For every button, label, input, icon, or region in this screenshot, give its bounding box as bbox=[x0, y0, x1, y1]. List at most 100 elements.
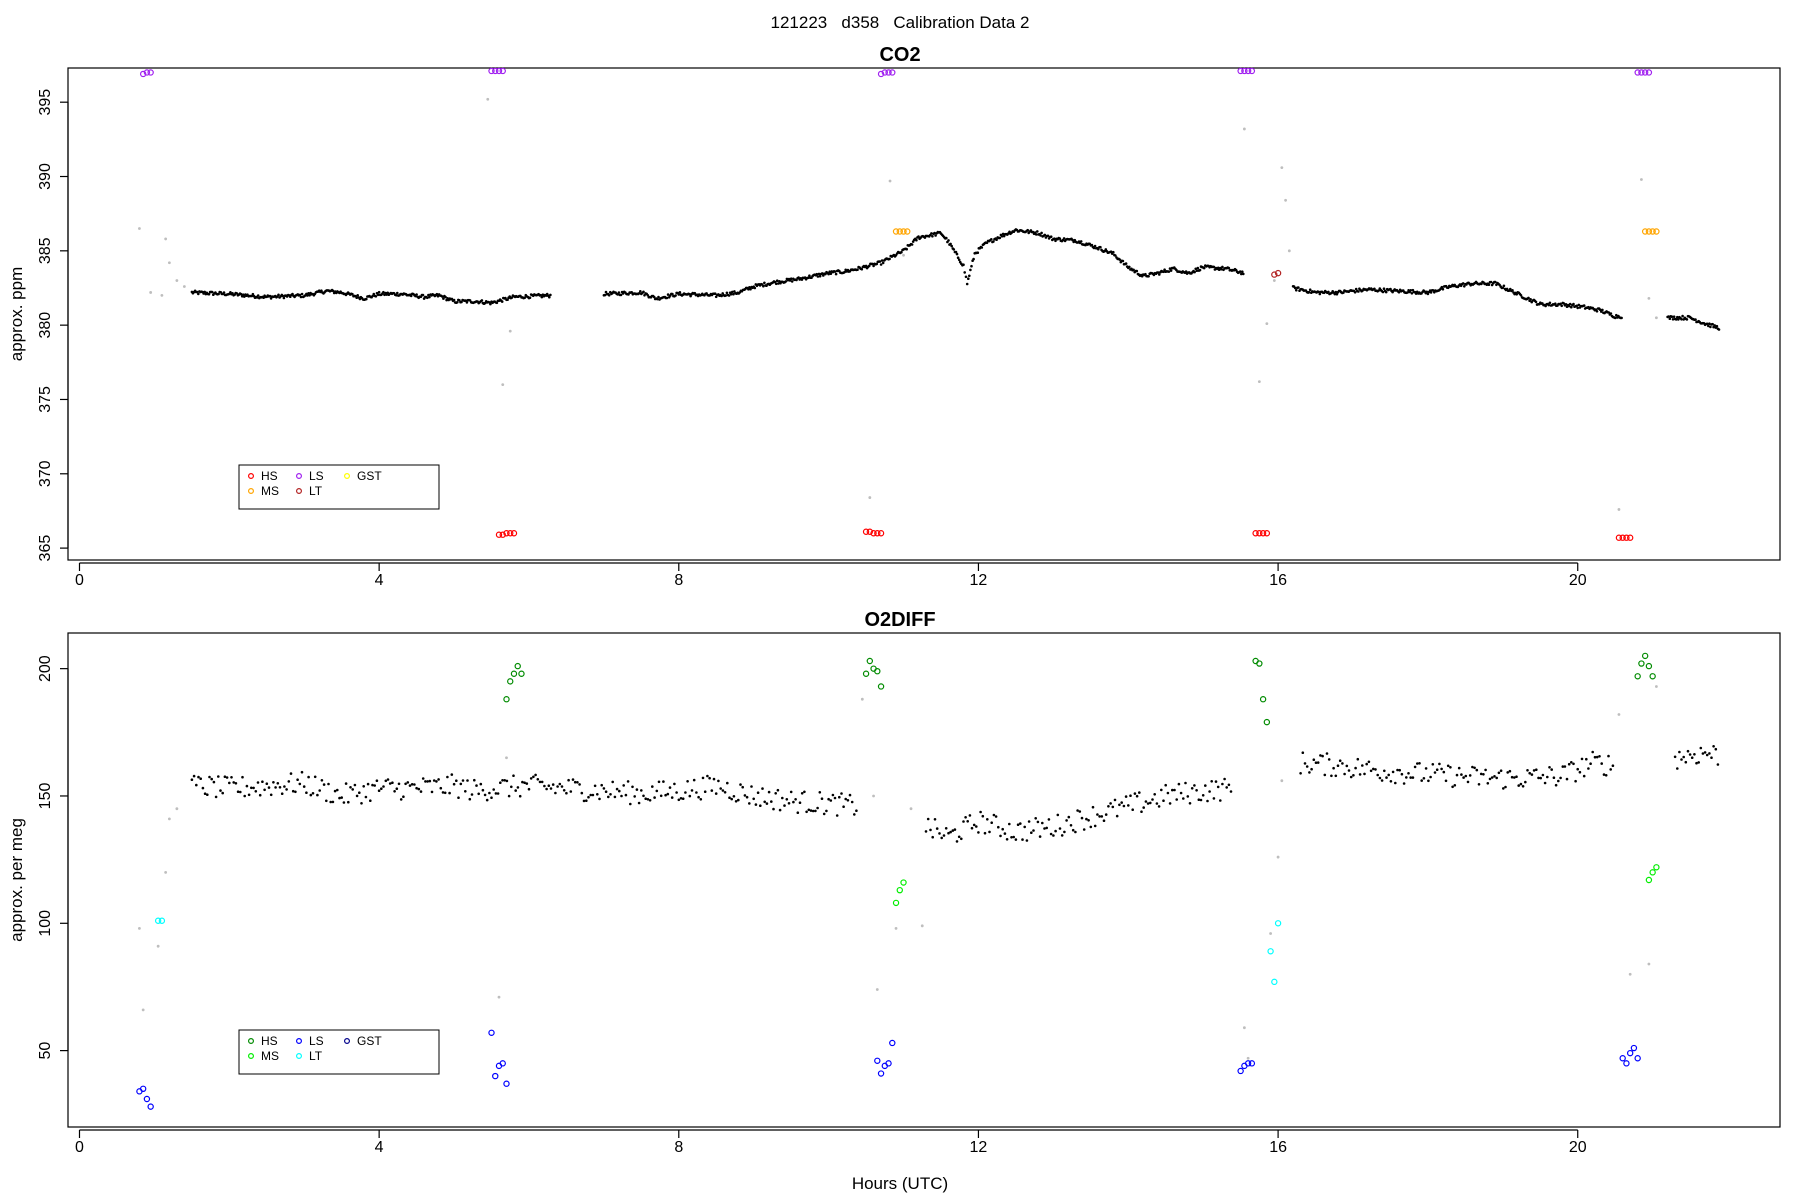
ambient-point bbox=[1062, 237, 1066, 240]
ambient-point bbox=[789, 277, 793, 281]
ambient-point bbox=[1369, 769, 1373, 773]
ambient-point bbox=[358, 791, 361, 794]
ambient-point bbox=[690, 789, 694, 792]
ambient-point bbox=[1565, 777, 1569, 781]
ambient-point bbox=[635, 788, 639, 791]
ambient-point bbox=[642, 794, 645, 798]
ambient-point bbox=[721, 789, 725, 792]
calibration-point-hs bbox=[503, 696, 510, 703]
ambient-point bbox=[968, 814, 972, 817]
flush-point bbox=[1272, 279, 1276, 282]
ambient-point bbox=[725, 291, 729, 295]
ambient-point bbox=[783, 804, 786, 807]
ambient-point bbox=[1517, 784, 1520, 787]
ambient-point bbox=[1140, 810, 1143, 813]
ambient-point bbox=[1054, 829, 1057, 833]
ambient-point bbox=[1497, 771, 1501, 775]
ambient-point bbox=[1508, 769, 1512, 773]
flush-point bbox=[501, 383, 505, 387]
ambient-point bbox=[990, 238, 993, 241]
ambient-point bbox=[1391, 770, 1395, 774]
ambient-point bbox=[615, 787, 619, 791]
ambient-point bbox=[1552, 776, 1556, 779]
ambient-point bbox=[1425, 290, 1429, 294]
ambient-point bbox=[503, 779, 507, 782]
ambient-point bbox=[981, 814, 985, 818]
ambient-point bbox=[1113, 798, 1117, 802]
calibration-point-hs bbox=[507, 678, 514, 685]
ambient-point bbox=[1589, 762, 1592, 765]
flush-point bbox=[164, 237, 168, 241]
flush-point bbox=[1276, 855, 1280, 859]
ambient-point bbox=[631, 785, 634, 789]
ambient-point bbox=[931, 835, 934, 839]
ambient-point bbox=[299, 295, 303, 299]
ambient-point bbox=[1678, 750, 1681, 754]
ambient-point bbox=[1575, 304, 1578, 308]
ambient-point bbox=[679, 797, 683, 800]
legend-marker bbox=[344, 473, 351, 480]
ambient-point bbox=[848, 793, 852, 797]
ambient-point bbox=[190, 778, 194, 781]
ambient-point bbox=[1444, 779, 1448, 783]
ambient-point bbox=[811, 809, 815, 813]
flush-point bbox=[1654, 316, 1658, 320]
flush-series bbox=[138, 685, 1658, 1060]
ambient-point bbox=[230, 776, 233, 779]
ambient-point bbox=[468, 797, 472, 801]
ambient-point bbox=[1462, 776, 1465, 779]
ambient-point bbox=[461, 779, 465, 782]
ambient-point bbox=[761, 787, 764, 790]
ambient-point bbox=[1530, 773, 1534, 776]
ambient-point bbox=[714, 295, 718, 299]
ambient-point bbox=[748, 802, 751, 805]
ambient-point bbox=[291, 789, 295, 793]
ambient-point bbox=[872, 264, 875, 268]
ambient-point bbox=[549, 293, 552, 297]
ambient-point bbox=[222, 291, 226, 294]
ambient-point bbox=[745, 795, 749, 799]
calibration-point-ls bbox=[1630, 1044, 1638, 1052]
flush-point bbox=[920, 924, 924, 928]
ambient-point bbox=[1016, 823, 1020, 826]
ambient-point bbox=[723, 791, 727, 794]
ambient-point bbox=[934, 234, 937, 237]
ambient-point bbox=[1554, 783, 1558, 787]
ambient-point bbox=[1014, 838, 1018, 841]
ambient-point bbox=[818, 274, 822, 278]
ambient-point bbox=[665, 296, 669, 300]
ambient-point bbox=[809, 809, 813, 812]
ambient-point bbox=[272, 781, 275, 784]
ambient-point bbox=[844, 797, 847, 801]
ambient-point bbox=[571, 778, 575, 781]
calibration-point-hs bbox=[877, 683, 885, 690]
ambient-point bbox=[576, 781, 579, 784]
ambient-point bbox=[850, 800, 854, 804]
ambient-point bbox=[347, 800, 350, 804]
ambient-point bbox=[377, 789, 381, 792]
ambient-point bbox=[1201, 794, 1205, 797]
ambient-point bbox=[1426, 292, 1430, 296]
ambient-point bbox=[1343, 772, 1346, 776]
ambient-point bbox=[1342, 291, 1345, 294]
calibration-point-hs bbox=[1615, 534, 1623, 541]
ambient-point bbox=[556, 785, 559, 788]
ambient-point bbox=[1308, 288, 1312, 292]
ambient-point bbox=[1406, 291, 1409, 294]
ambient-point bbox=[278, 786, 282, 789]
ambient-point bbox=[1036, 230, 1039, 233]
ambient-point bbox=[340, 796, 344, 799]
ambient-point bbox=[1615, 313, 1618, 317]
ambient-point bbox=[232, 781, 235, 784]
ambient-point bbox=[670, 796, 674, 799]
ambient-point bbox=[1690, 756, 1694, 759]
ambient-point bbox=[1293, 286, 1297, 290]
ambient-point bbox=[1407, 772, 1410, 775]
ambient-point bbox=[693, 291, 697, 295]
co2-title: CO2 bbox=[879, 44, 920, 66]
ambient-point bbox=[985, 241, 989, 245]
calibration-point-ms bbox=[1645, 876, 1653, 884]
ambient-point bbox=[388, 782, 392, 785]
ambient-point bbox=[298, 293, 302, 297]
ambient-point bbox=[1502, 787, 1505, 790]
